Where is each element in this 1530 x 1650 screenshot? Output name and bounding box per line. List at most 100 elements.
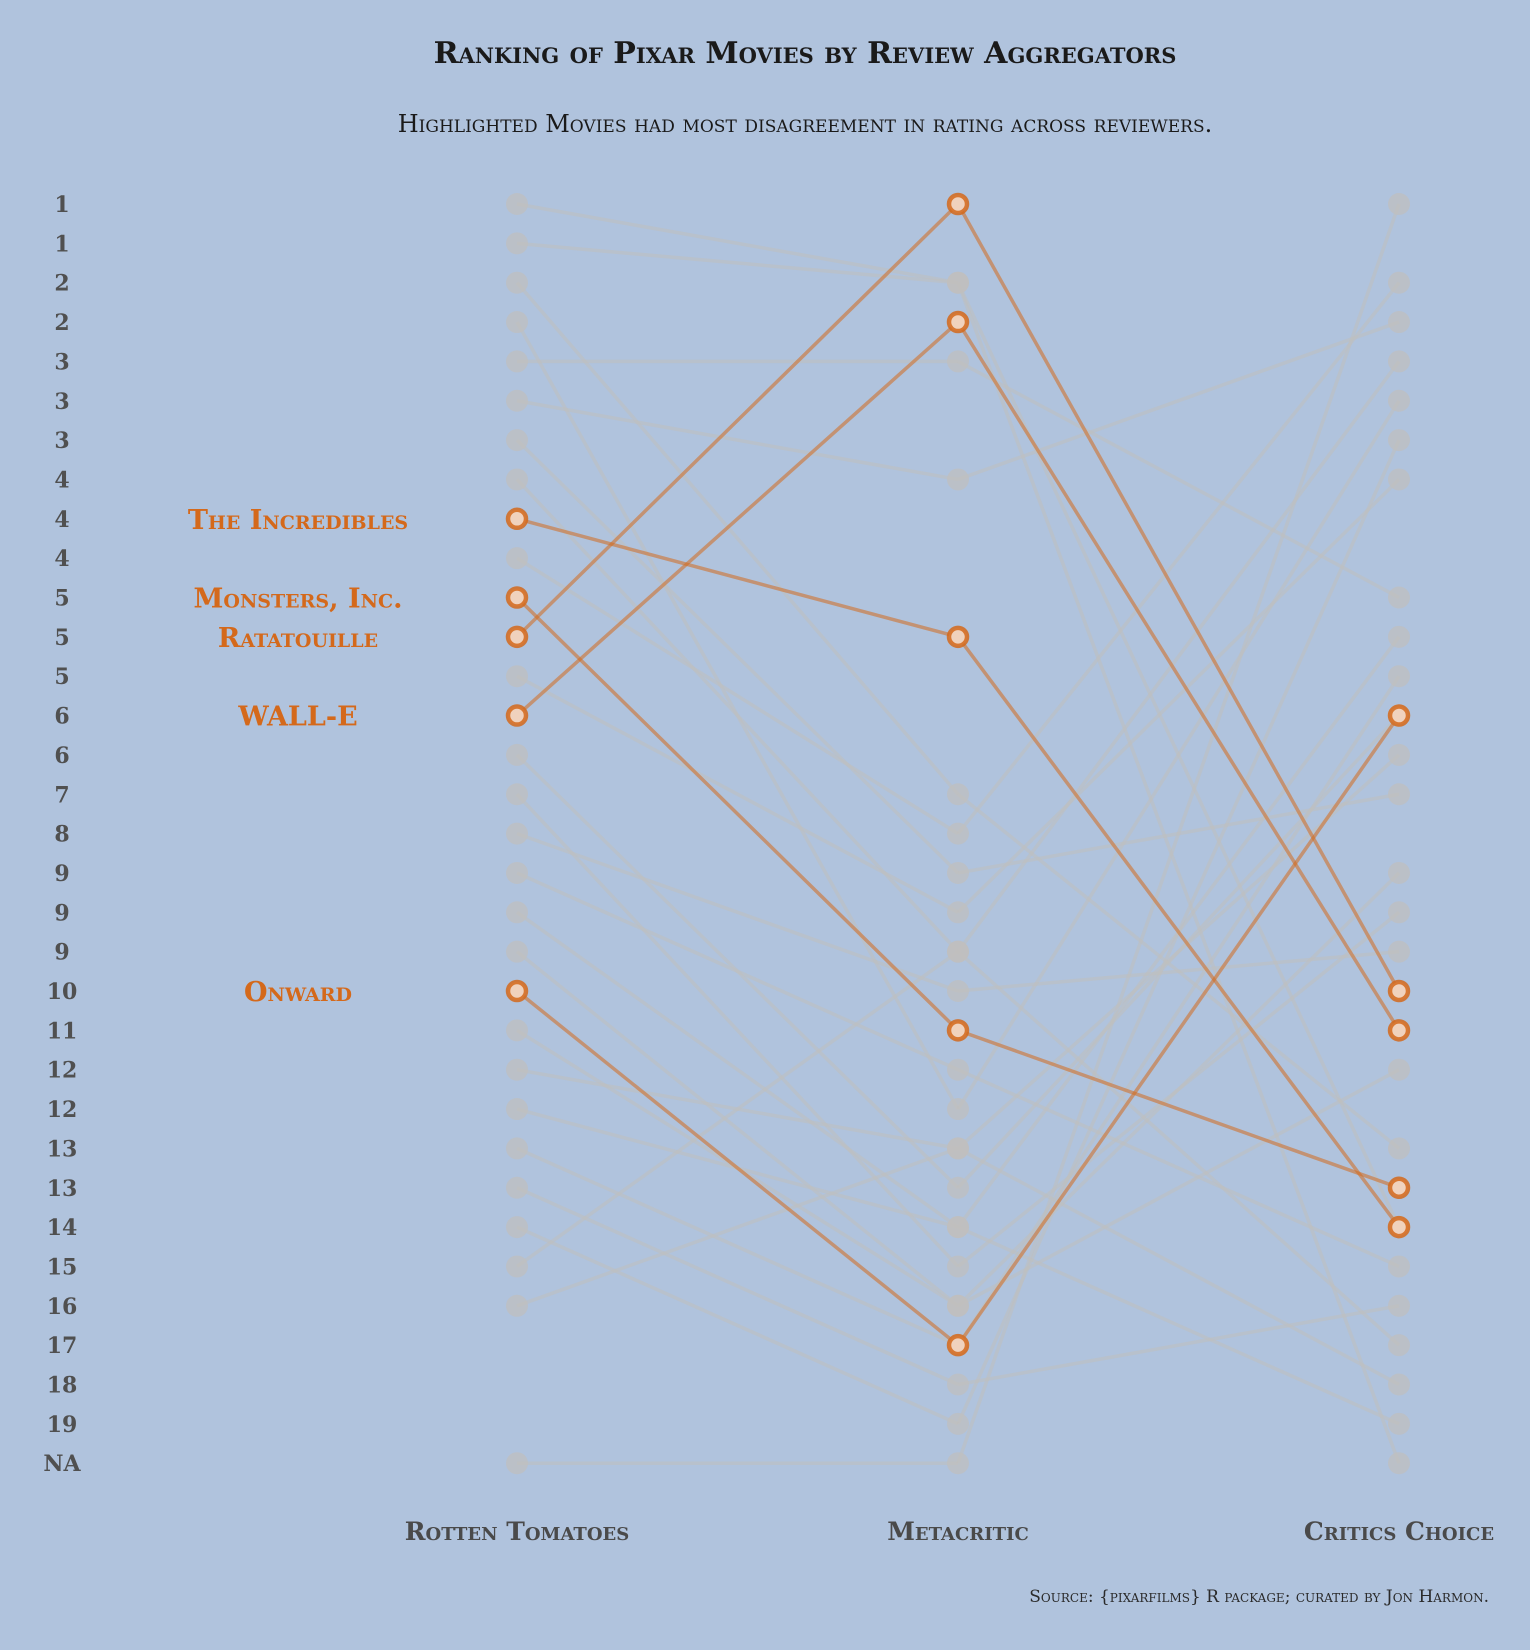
highlight-line-segment	[515, 989, 960, 1347]
series-line-segment	[516, 674, 959, 914]
highlight-point	[505, 704, 529, 727]
x-axis-labels: Rotten Tomatoes Metacritic Critics Choice	[405, 1517, 1494, 1546]
highlight-line-segment	[515, 202, 960, 639]
data-point	[506, 193, 528, 215]
data-point	[506, 271, 528, 294]
y-tick-label: 1	[54, 231, 69, 257]
data-point	[1388, 940, 1410, 963]
data-point	[506, 1452, 528, 1475]
y-tick-label: 9	[54, 940, 69, 966]
series-line-segment	[957, 1225, 1400, 1426]
highlight-line-segment	[957, 1028, 1400, 1190]
data-point	[947, 861, 969, 884]
highlight-movie-label: WALL-E	[237, 702, 357, 733]
y-tick-label: 3	[54, 428, 69, 454]
highlight-point	[1387, 1176, 1411, 1199]
data-point	[1388, 193, 1410, 215]
series-line-segment	[956, 203, 1401, 1464]
y-tick-label: 7	[54, 782, 69, 808]
y-tick-label: 12	[47, 1097, 78, 1123]
highlight-line-segment	[956, 321, 1401, 1032]
data-point	[506, 232, 528, 255]
series-line-segment	[956, 478, 1401, 914]
y-tick-label: 18	[47, 1373, 78, 1399]
data-point	[506, 1294, 528, 1317]
data-point	[947, 1176, 969, 1199]
highlight-point	[1387, 1019, 1411, 1042]
data-point	[506, 940, 528, 963]
series-line-segment	[956, 950, 1401, 1347]
highlight-point	[505, 979, 529, 1003]
series-line-segment	[516, 241, 959, 285]
series-line-segment	[515, 321, 960, 1110]
data-point	[506, 743, 528, 766]
y-axis-labels: 1122333444555667899910111212131314151617…	[43, 192, 81, 1477]
highlight-movie-label: Monsters, Inc.	[194, 584, 403, 615]
data-point	[1388, 625, 1410, 648]
highlight-line-segment	[956, 203, 1401, 992]
series-line-segment	[516, 399, 959, 482]
y-tick-label: 8	[54, 822, 69, 848]
highlight-line-segment	[516, 517, 959, 639]
chart-title: Ranking of Pixar Movies by Review Aggreg…	[434, 36, 1177, 71]
data-point	[947, 1058, 969, 1081]
data-point	[1388, 389, 1410, 412]
data-point	[1388, 1334, 1410, 1357]
series-line-segment	[957, 1304, 1400, 1387]
series-line-segment	[957, 1068, 1400, 1308]
data-point	[506, 1216, 528, 1239]
series-lines	[515, 202, 1401, 1465]
y-tick-label: 14	[47, 1215, 78, 1241]
data-point	[506, 1058, 528, 1081]
series-line-segment	[516, 202, 959, 285]
highlight-point	[505, 507, 529, 531]
series-line-segment	[956, 282, 1401, 1464]
data-point	[1388, 468, 1410, 491]
x-category-label: Critics Choice	[1304, 1517, 1494, 1546]
highlight-line-segment	[515, 596, 960, 1032]
highlight-point	[946, 625, 970, 649]
data-point	[947, 1294, 969, 1317]
series-line-segment	[516, 1225, 959, 1426]
data-point	[947, 901, 969, 924]
y-tick-label: 15	[47, 1254, 78, 1280]
y-tick-label: 13	[47, 1176, 78, 1202]
data-point	[1388, 350, 1410, 373]
data-point	[506, 547, 528, 570]
y-tick-label: 4	[54, 546, 69, 572]
highlight-point	[946, 192, 970, 216]
series-line-segment	[957, 1068, 1400, 1269]
series-line-segment	[516, 831, 959, 993]
series-line-segment	[515, 753, 960, 1189]
series-line-segment	[956, 675, 1401, 1347]
data-point	[1388, 783, 1410, 806]
data-point	[1388, 1452, 1410, 1475]
series-line-segment	[515, 281, 960, 796]
highlight-point	[946, 1333, 970, 1357]
series-line-segment	[957, 1146, 1400, 1387]
y-tick-label: 19	[47, 1412, 78, 1438]
series-line-segment	[515, 793, 960, 1268]
series-line-segment	[516, 1146, 959, 1347]
data-point	[506, 1255, 528, 1278]
data-point	[947, 271, 969, 294]
y-tick-label: 2	[54, 271, 69, 297]
data-point	[1388, 861, 1410, 884]
highlight-line-segment	[956, 714, 1401, 1347]
highlight-point	[1387, 704, 1411, 727]
data-point	[506, 783, 528, 806]
y-tick-label: 5	[54, 625, 69, 651]
data-point	[506, 350, 528, 373]
y-tick-label: 4	[54, 507, 69, 533]
highlight-point	[505, 625, 529, 649]
data-point	[506, 665, 528, 688]
highlight-movie-label: The Incredibles	[188, 505, 408, 536]
data-point	[1388, 743, 1410, 766]
y-tick-label: 2	[54, 310, 69, 336]
series-line-segment	[957, 320, 1400, 482]
series-line-segment	[516, 556, 959, 836]
data-point	[947, 1452, 969, 1475]
highlight-movie-label: Onward	[244, 977, 352, 1008]
y-tick-label: 1	[54, 192, 69, 218]
